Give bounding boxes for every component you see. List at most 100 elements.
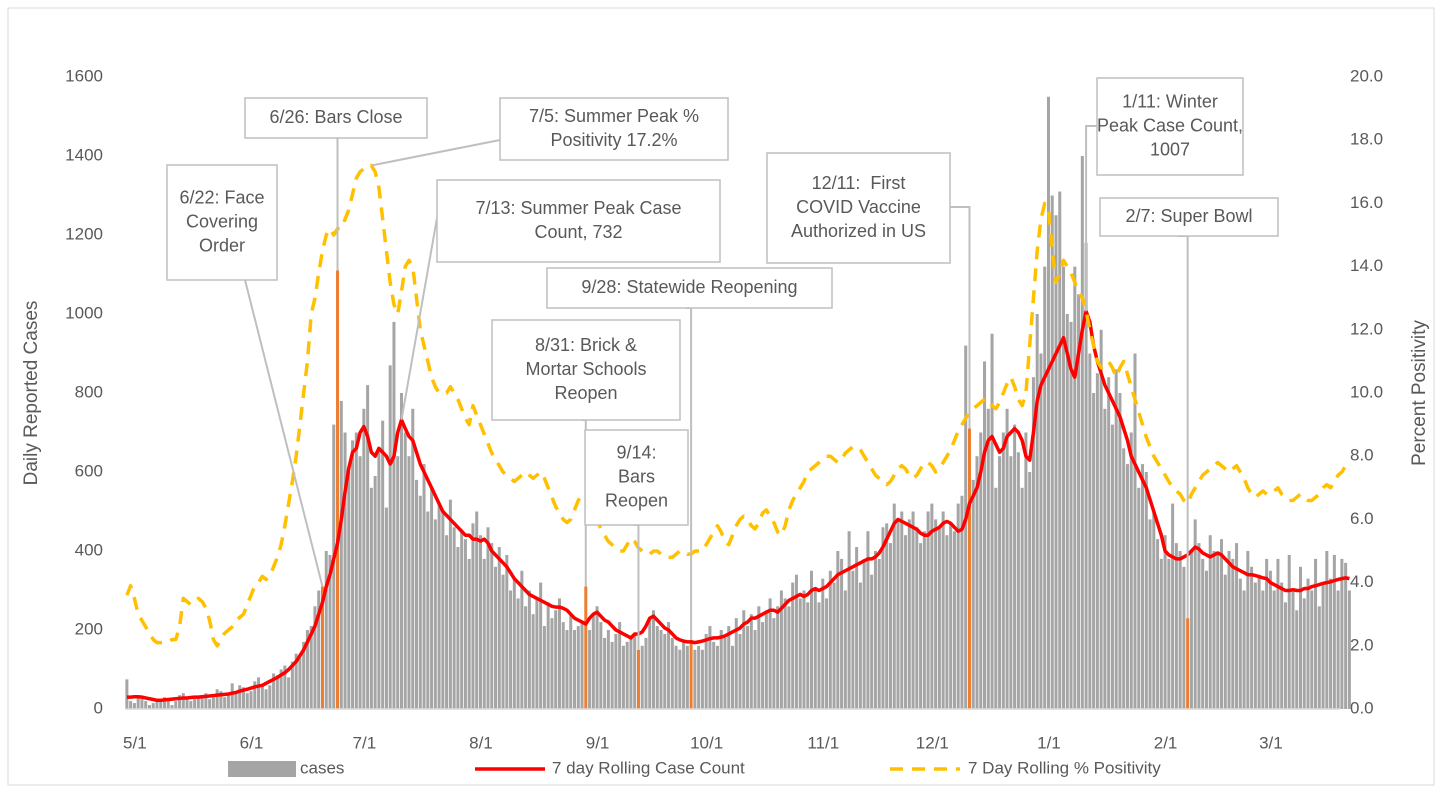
annotation-leader bbox=[950, 206, 971, 429]
x-tick-label: 10/1 bbox=[690, 733, 723, 752]
bar bbox=[418, 495, 422, 709]
bar bbox=[257, 677, 261, 709]
bar bbox=[1084, 242, 1088, 709]
bar bbox=[693, 649, 697, 709]
bar bbox=[1204, 570, 1208, 709]
bar bbox=[866, 531, 870, 709]
bar bbox=[170, 705, 174, 709]
bar bbox=[524, 606, 528, 709]
bar bbox=[317, 590, 321, 709]
bar bbox=[806, 602, 810, 709]
bar bbox=[456, 547, 460, 709]
bar bbox=[1197, 543, 1201, 709]
bar bbox=[1344, 562, 1348, 709]
x-tick-label: 5/1 bbox=[123, 733, 147, 752]
bar bbox=[930, 503, 934, 709]
bar bbox=[1298, 566, 1303, 709]
x-tick-label: 9/1 bbox=[586, 733, 610, 752]
y-tick-label: 1400 bbox=[65, 145, 103, 164]
y2-tick-label: 20.0 bbox=[1350, 66, 1383, 85]
bar bbox=[1189, 551, 1193, 709]
bar bbox=[1167, 558, 1171, 709]
bar bbox=[847, 531, 851, 709]
annotation-leader bbox=[371, 139, 501, 167]
bar bbox=[768, 598, 772, 709]
bar bbox=[949, 523, 953, 709]
bar bbox=[858, 582, 862, 709]
annotation-box bbox=[1099, 197, 1279, 237]
bar bbox=[588, 630, 592, 709]
bar bbox=[734, 618, 738, 709]
bar bbox=[682, 641, 686, 709]
bar bbox=[497, 547, 501, 709]
bar bbox=[494, 566, 498, 709]
bar bbox=[324, 551, 328, 709]
bar bbox=[719, 630, 723, 709]
bar bbox=[1174, 543, 1178, 709]
bar bbox=[1261, 590, 1265, 709]
bar bbox=[1325, 551, 1329, 709]
bar bbox=[343, 432, 347, 709]
annotation-box bbox=[546, 267, 833, 309]
bar bbox=[753, 630, 757, 709]
x-tick-label: 8/1 bbox=[469, 733, 493, 752]
bar bbox=[275, 675, 279, 709]
bar bbox=[1212, 551, 1216, 709]
y-tick-label: 200 bbox=[75, 619, 103, 638]
bar bbox=[155, 701, 159, 709]
annotation-text: 7/13: Summer Peak Case bbox=[475, 198, 681, 218]
bar bbox=[162, 697, 167, 709]
bar bbox=[941, 511, 945, 709]
bar bbox=[396, 456, 400, 709]
bar bbox=[746, 626, 750, 709]
bar bbox=[287, 677, 291, 709]
bar bbox=[381, 420, 385, 709]
bar bbox=[527, 590, 531, 709]
bar bbox=[234, 691, 238, 709]
y2-tick-label: 2.0 bbox=[1350, 635, 1374, 654]
bar bbox=[215, 689, 219, 709]
bar bbox=[870, 574, 874, 709]
bar bbox=[956, 503, 960, 709]
bar bbox=[761, 622, 765, 709]
bar bbox=[1310, 590, 1314, 709]
annotation-text: 2/7: Super Bowl bbox=[1125, 206, 1252, 226]
bar bbox=[640, 645, 644, 709]
bar bbox=[670, 637, 674, 709]
bar bbox=[1235, 543, 1239, 709]
annotation-box bbox=[766, 152, 951, 264]
bar bbox=[471, 523, 475, 709]
bar bbox=[787, 606, 791, 709]
bar bbox=[975, 456, 979, 709]
bar bbox=[392, 321, 396, 709]
bar bbox=[727, 626, 731, 709]
bar bbox=[512, 578, 516, 709]
x-tick-label: 3/1 bbox=[1259, 733, 1283, 752]
bar bbox=[1238, 578, 1242, 709]
bar bbox=[332, 424, 336, 709]
y2-tick-label: 14.0 bbox=[1350, 256, 1383, 275]
annotation-box bbox=[491, 319, 681, 421]
bar bbox=[633, 633, 637, 709]
bar bbox=[644, 637, 648, 709]
bar bbox=[1295, 610, 1299, 709]
bar bbox=[911, 511, 915, 709]
bar bbox=[817, 602, 821, 709]
bar bbox=[1129, 432, 1133, 709]
bar bbox=[313, 606, 317, 709]
x-tick-label: 1/1 bbox=[1037, 733, 1061, 752]
bar bbox=[178, 695, 182, 709]
bar bbox=[1020, 487, 1024, 709]
x-tick-label: 11/1 bbox=[807, 733, 839, 752]
bar bbox=[723, 637, 727, 709]
bar bbox=[189, 701, 193, 709]
bar bbox=[742, 610, 746, 709]
y-tick-label: 400 bbox=[75, 540, 103, 559]
bar bbox=[373, 475, 377, 709]
bar bbox=[1321, 582, 1325, 709]
bar bbox=[708, 626, 712, 709]
bar bbox=[399, 393, 403, 709]
bar bbox=[407, 456, 411, 709]
bar bbox=[351, 440, 355, 709]
bar bbox=[328, 554, 332, 709]
